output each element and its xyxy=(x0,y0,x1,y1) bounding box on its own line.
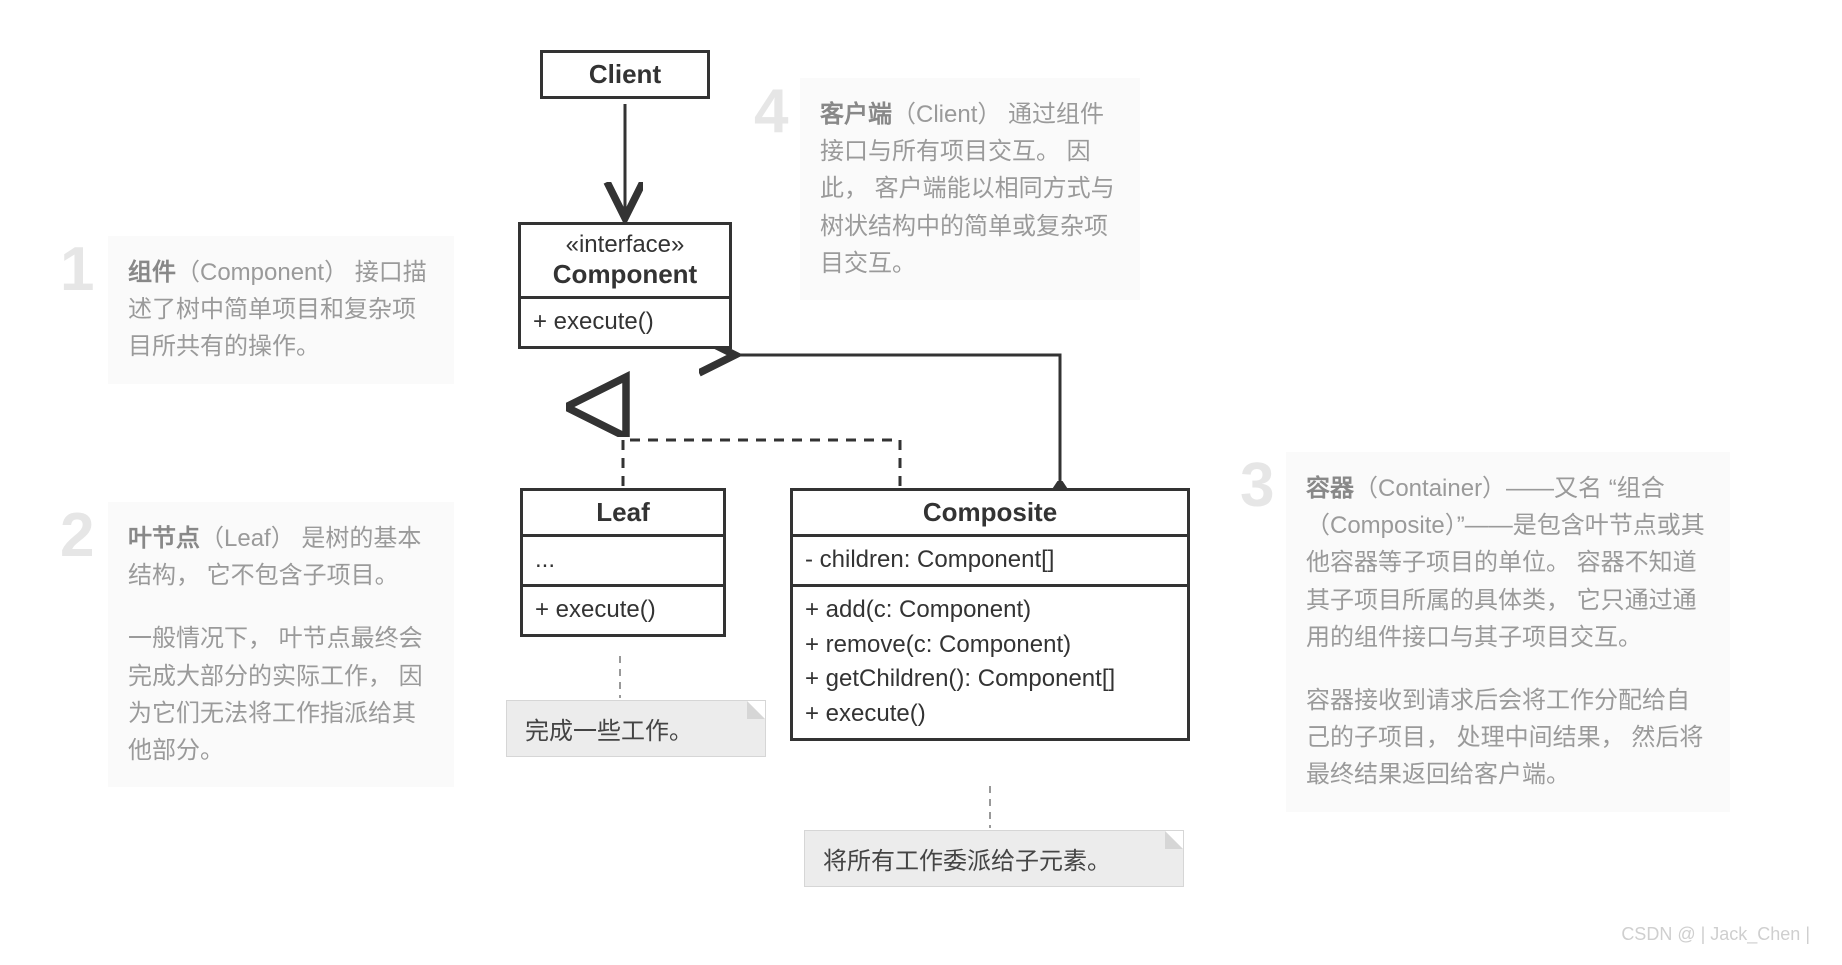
annot2-text2: 一般情况下， 叶节点最终会完成大部分的实际工作， 因为它们无法将工作指派给其他部… xyxy=(128,620,434,769)
annot1-num: 1 xyxy=(60,222,94,318)
annot4-bold: 客户端 xyxy=(820,101,892,128)
composite-op2: + remove(c: Component) xyxy=(805,628,1175,663)
annot2-bold: 叶节点 xyxy=(128,525,200,552)
leaf-ops: + execute() xyxy=(523,584,723,634)
annotation-3: 3 容器（Container）——又名 “组合（Composite）”——是包含… xyxy=(1286,452,1730,812)
annot3-bold: 容器 xyxy=(1306,475,1354,502)
note-leaf-text: 完成一些工作。 xyxy=(525,718,693,745)
uml-leaf: Leaf ... + execute() xyxy=(520,488,726,637)
watermark: CSDN @ | Jack_Chen | xyxy=(1621,924,1810,945)
annot4-num: 4 xyxy=(754,64,788,160)
annot3-num: 3 xyxy=(1240,438,1274,534)
leaf-fields: ... xyxy=(523,534,723,584)
annotation-2: 2 叶节点（Leaf） 是树的基本结构， 它不包含子项目。 一般情况下， 叶节点… xyxy=(108,502,454,787)
component-ops: + execute() xyxy=(521,296,729,346)
composite-title: Composite xyxy=(793,491,1187,534)
uml-client: Client xyxy=(540,50,710,99)
annot1-bold: 组件 xyxy=(128,259,176,286)
client-title: Client xyxy=(543,53,707,96)
composite-field1: - children: Component[] xyxy=(805,543,1175,578)
component-stereotype: «interface» xyxy=(531,231,719,259)
edge-composite-aggregates-component xyxy=(735,355,1060,484)
annotation-1: 1 组件（Component） 接口描述了树中简单项目和复杂项目所共有的操作。 xyxy=(108,236,454,384)
annotation-4: 4 客户端（Client） 通过组件接口与所有项目交互。 因此， 客户端能以相同… xyxy=(800,78,1140,300)
uml-component: «interface» Component + execute() xyxy=(518,222,732,349)
note-comp-text: 将所有工作委派给子元素。 xyxy=(823,848,1111,875)
composite-ops: + add(c: Component) + remove(c: Componen… xyxy=(793,584,1187,738)
composite-op1: + add(c: Component) xyxy=(805,593,1175,628)
composite-op4: + execute() xyxy=(805,697,1175,732)
composite-op3: + getChildren(): Component[] xyxy=(805,662,1175,697)
annot3-text1: （Container）——又名 “组合（Composite）”——是包含叶节点或… xyxy=(1306,475,1705,651)
edge-composite-impl-component xyxy=(623,440,900,486)
component-op1: + execute() xyxy=(533,305,717,340)
uml-composite: Composite - children: Component[] + add(… xyxy=(790,488,1190,741)
note-composite: 将所有工作委派给子元素。 xyxy=(804,830,1184,887)
component-title-block: «interface» Component xyxy=(521,225,729,296)
composite-fields: - children: Component[] xyxy=(793,534,1187,584)
annot2-num: 2 xyxy=(60,488,94,584)
leaf-title: Leaf xyxy=(523,491,723,534)
leaf-field1: ... xyxy=(535,543,711,578)
diagram-canvas: Client «interface» Component + execute()… xyxy=(0,0,1842,965)
leaf-op1: + execute() xyxy=(535,593,711,628)
annot3-text2: 容器接收到请求后会将工作分配给自己的子项目， 处理中间结果， 然后将最终结果返回… xyxy=(1306,682,1710,794)
component-title: Component xyxy=(531,259,719,290)
note-leaf: 完成一些工作。 xyxy=(506,700,766,757)
